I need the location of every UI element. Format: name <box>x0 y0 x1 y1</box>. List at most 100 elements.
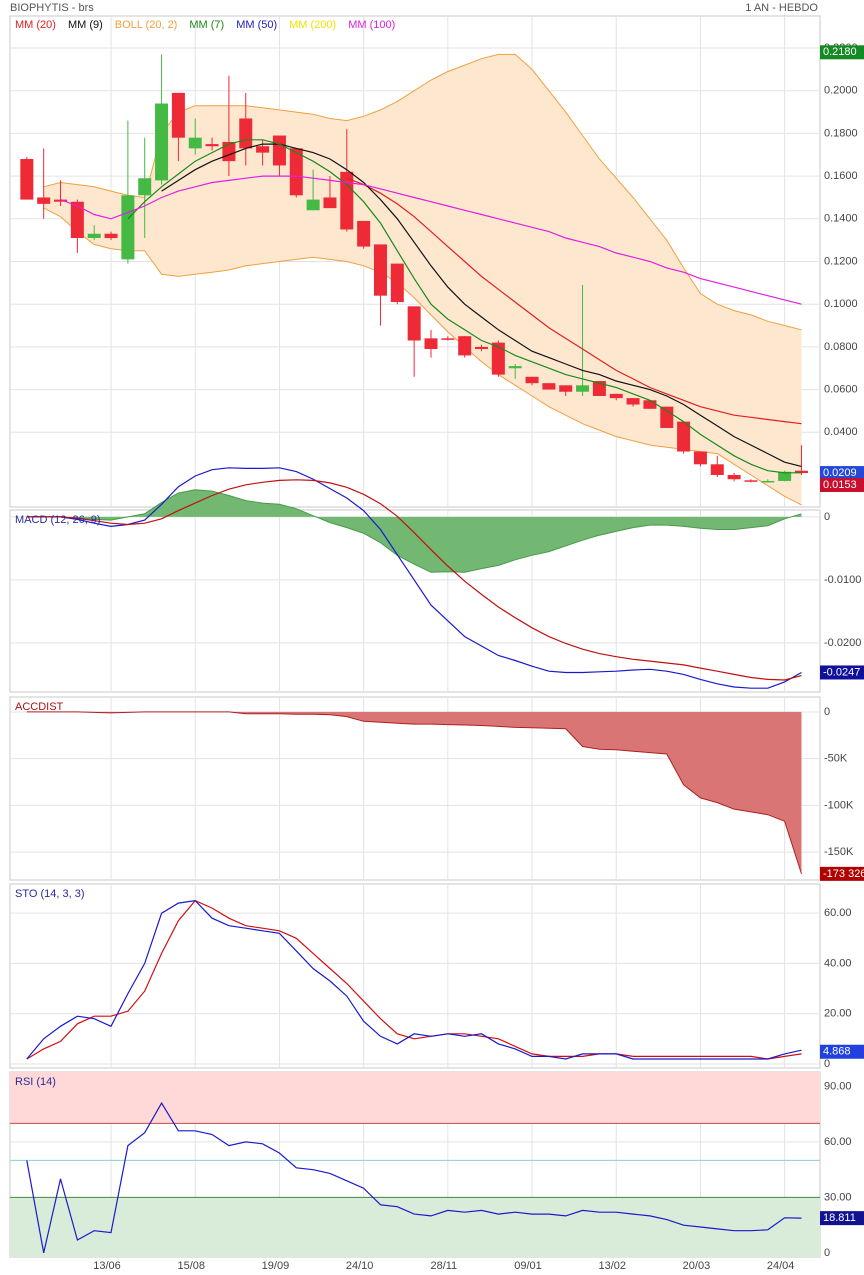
y-tick-label: 0.1400 <box>824 213 858 225</box>
candle-body <box>272 135 286 166</box>
candle-body <box>54 199 68 202</box>
y-tick-label: 0.0400 <box>824 426 858 438</box>
candle-body <box>306 199 320 211</box>
x-tick-label: 20/03 <box>683 1260 711 1272</box>
candle-body <box>609 393 623 399</box>
legend-entry: MM (100) <box>348 19 395 31</box>
y-tick-label: 0.2000 <box>824 85 858 97</box>
last-value-box <box>820 866 864 881</box>
panel-title: RSI (14) <box>15 1076 56 1088</box>
last-value-label: 0.0209 <box>823 467 857 479</box>
y-tick-label: 30.00 <box>824 1191 852 1203</box>
candle-body <box>407 306 421 341</box>
moving-average <box>127 139 802 474</box>
last-value-label: 0.2180 <box>823 46 857 58</box>
moving-average <box>346 177 802 425</box>
candle-body <box>643 400 657 409</box>
panel-title: MACD (12, 26, 9) <box>15 514 101 526</box>
candle-body <box>256 146 270 153</box>
line <box>26 899 802 1060</box>
line <box>26 1101 802 1254</box>
oversold-zone <box>10 1197 820 1257</box>
panel-title: STO (14, 3, 3) <box>15 888 85 900</box>
candle-body <box>37 197 51 204</box>
area <box>26 489 802 573</box>
candle-body <box>576 385 590 392</box>
legend-entry: MM (200) <box>289 19 336 31</box>
y-tick-label: 0.1000 <box>824 298 858 310</box>
x-tick-label: 24/10 <box>346 1260 374 1272</box>
candle-body <box>188 137 202 149</box>
candle-body <box>693 451 707 465</box>
last-value-label: 4.868 <box>823 1046 851 1058</box>
candle-body <box>542 383 556 390</box>
y-tick-label: 40.00 <box>824 957 852 969</box>
x-tick-label: 13/02 <box>598 1260 626 1272</box>
panel-title: ACCDIST <box>15 701 64 713</box>
legend-entry: BOLL (20, 2) <box>115 19 178 31</box>
candle-body <box>138 178 152 196</box>
y-tick-label: 0 <box>824 1247 830 1259</box>
last-value-label: 18.811 <box>823 1212 856 1224</box>
area-line <box>26 711 802 875</box>
bollinger-lower <box>43 207 802 506</box>
candle-body <box>660 406 674 429</box>
candle-body <box>441 338 455 340</box>
panel <box>9 883 821 1069</box>
candle-body <box>205 144 219 147</box>
y-tick-label: 0 <box>824 511 830 523</box>
y-tick-label: 90.00 <box>824 1080 852 1092</box>
last-value-box <box>820 665 864 680</box>
area-line <box>26 489 802 573</box>
candle-body <box>592 381 606 396</box>
y-tick-label: 0.0600 <box>824 383 858 395</box>
candle-body <box>491 342 505 375</box>
chart-subtitle: 1 AN - HEBDO <box>745 2 818 14</box>
x-tick-label: 24/04 <box>767 1260 795 1272</box>
x-tick-label: 28/11 <box>430 1260 457 1272</box>
moving-average <box>60 175 802 305</box>
candle-body <box>70 201 84 239</box>
candle-body <box>239 118 253 149</box>
chart-title: BIOPHYTIS - brs <box>10 2 94 14</box>
overbought-zone <box>10 1072 820 1124</box>
candle-body <box>171 92 185 138</box>
y-tick-label: -100K <box>824 799 854 811</box>
candle-body <box>87 233 101 239</box>
candle-body <box>373 244 387 296</box>
last-value-box <box>820 1211 864 1226</box>
area <box>26 711 802 874</box>
candle-body <box>424 338 438 350</box>
candle-body <box>710 464 724 475</box>
candle-body <box>222 141 236 162</box>
bollinger-upper <box>43 53 802 331</box>
candle-body <box>458 336 472 356</box>
candle-body <box>155 103 169 181</box>
last-value-box <box>820 478 864 493</box>
x-tick-label: 19/09 <box>262 1260 290 1272</box>
candle-body <box>778 471 792 481</box>
candle-body <box>761 480 775 483</box>
line <box>26 899 802 1060</box>
candle-body <box>626 398 640 405</box>
moving-average <box>161 143 802 467</box>
y-tick-label: -150K <box>824 846 854 858</box>
y-tick-label: 0.1800 <box>824 127 858 139</box>
legend-entry: MM (20) <box>15 19 56 31</box>
line <box>26 467 802 689</box>
candle-body <box>121 195 135 260</box>
last-value-label: 0.0153 <box>823 479 857 491</box>
candle-body <box>340 171 354 230</box>
last-value-label: -0.0247 <box>823 666 860 678</box>
y-tick-label: 0.0800 <box>824 341 858 353</box>
bollinger-band <box>43 54 802 505</box>
candle-body <box>357 220 371 247</box>
candle-body <box>289 148 303 196</box>
x-tick-label: 15/08 <box>177 1260 205 1272</box>
y-tick-label: 0.1600 <box>824 170 858 182</box>
candle-body <box>390 263 404 303</box>
x-tick-label: 13/06 <box>93 1260 121 1272</box>
y-tick-label: -0.0200 <box>824 637 861 649</box>
candle-body <box>794 470 808 474</box>
